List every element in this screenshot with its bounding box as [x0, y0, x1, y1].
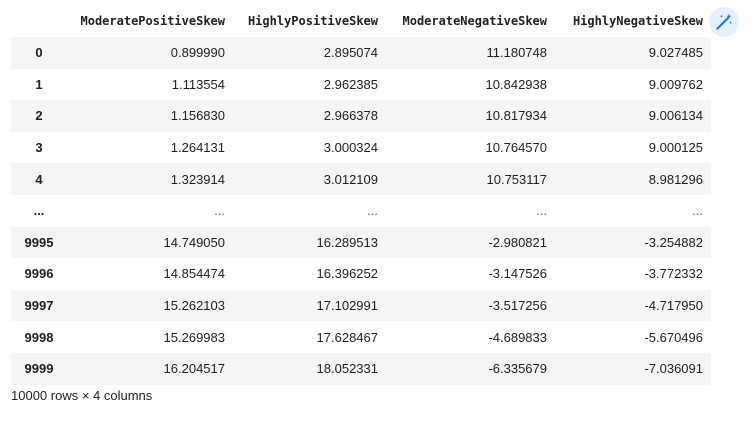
table-cell: -2.980821: [488, 234, 547, 250]
table-cell: 17.102991: [316, 298, 378, 314]
shape-summary: 10000 rows × 4 columns: [11, 388, 153, 403]
column-header: ModerateNegativeSkew: [402, 14, 548, 28]
table-cell: 16.289513: [316, 234, 378, 250]
table-row: 9996 14.854474 16.396252 -3.147526 -3.772332: [11, 258, 711, 290]
table-body: 0 0.899990 2.895074 11.180748 9.027485 1 1.113…: [11, 37, 711, 385]
row-index: 9995: [24, 234, 54, 250]
row-index: 1: [35, 76, 43, 92]
row-index: 0: [35, 45, 43, 61]
table-cell: ...: [214, 203, 225, 219]
table-cell: 18.052331: [316, 361, 378, 377]
table-cell: 8.981296: [648, 171, 703, 187]
table-cell: ...: [692, 203, 703, 219]
table-cell: 3.000324: [323, 140, 378, 156]
table-row: 9998 15.269983 17.628467 -4.689833 -5.670496: [11, 321, 711, 353]
row-index: 9997: [24, 298, 54, 314]
table-cell: 1.113554: [171, 76, 225, 92]
table-cell: -7.036091: [644, 361, 703, 377]
table-cell: -5.670496: [644, 329, 703, 345]
table-cell: 9.027485: [648, 45, 703, 61]
row-index: 4: [35, 171, 43, 187]
magic-wand-button[interactable]: [709, 7, 739, 37]
table-cell: 14.749050: [163, 234, 225, 250]
dataframe-output: ModeratePositiveSkew HighlyPositiveSkew …: [11, 5, 711, 385]
table-cell: 10.817934: [485, 108, 547, 124]
row-index: 9996: [24, 266, 54, 282]
table-cell: 0.899990: [170, 45, 225, 61]
table-row: 9999 16.204517 18.052331 -6.335679 -7.036091: [11, 352, 711, 385]
table-cell: -3.147526: [488, 266, 547, 282]
header-row: ModeratePositiveSkew HighlyPositiveSkew …: [11, 5, 711, 37]
row-index: 9999: [24, 361, 54, 377]
table-cell: 2.966378: [323, 108, 378, 124]
table-cell: 9.009762: [648, 76, 703, 92]
table-cell: -6.335679: [488, 361, 547, 377]
row-index: 3: [35, 140, 43, 156]
row-index: 9998: [24, 329, 54, 345]
table-row: 9997 15.262103 17.102991 -3.517256 -4.717950: [11, 289, 711, 322]
table-row: 3 1.264131 3.000324 10.764570 9.000125: [11, 131, 711, 164]
column-header: HighlyNegativeSkew: [572, 14, 703, 28]
row-index: ...: [33, 203, 45, 219]
table-cell: 17.628467: [316, 329, 378, 345]
table-cell: 9.000125: [648, 140, 703, 156]
table-row: 9995 14.749050 16.289513 -2.980821 -3.254882: [11, 226, 711, 259]
dataframe-table: ModeratePositiveSkew HighlyPositiveSkew …: [11, 5, 711, 385]
table-cell: 15.269983: [163, 329, 225, 345]
table-cell: ...: [367, 203, 378, 219]
table-cell: 1.156830: [170, 108, 225, 124]
table-row: 2 1.156830 2.966378 10.817934 9.006134: [11, 100, 711, 132]
table-cell: 9.006134: [648, 108, 703, 124]
ellipsis-row: ...............: [11, 194, 711, 227]
row-index: 2: [35, 108, 43, 124]
table-cell: -3.517256: [488, 298, 547, 314]
table-cell: 11.180748: [486, 45, 548, 61]
table-cell: 10.842938: [485, 76, 547, 92]
table-cell: 2.962385: [323, 76, 378, 92]
table-cell: ...: [536, 203, 547, 219]
magic-wand-icon: [716, 13, 733, 30]
table-cell: 10.753117: [486, 171, 548, 187]
table-cell: 2.895074: [323, 45, 378, 61]
table-cell: 16.204517: [163, 361, 225, 377]
table-cell: -4.717950: [644, 298, 703, 314]
table-cell: 10.764570: [485, 140, 547, 156]
index-header: [11, 5, 67, 37]
table-cell: -3.254882: [644, 234, 703, 250]
table-row: 1 1.113554 2.962385 10.842938 9.009762: [11, 68, 711, 101]
table-cell: 1.264131: [170, 140, 225, 156]
table-cell: 3.012109: [323, 171, 378, 187]
table-cell: -3.772332: [644, 266, 703, 282]
table-row: 4 1.323914 3.012109 10.753117 8.981296: [11, 163, 711, 195]
table-cell: 1.323914: [170, 171, 225, 187]
column-header: ModeratePositiveSkew: [80, 14, 226, 28]
table-cell: 16.396252: [316, 266, 378, 282]
table-row: 0 0.899990 2.895074 11.180748 9.027485: [11, 37, 711, 69]
table-cell: 15.262103: [163, 298, 225, 314]
table-cell: 14.854474: [163, 266, 225, 282]
table-cell: -4.689833: [488, 329, 547, 345]
column-header: HighlyPositiveSkew: [247, 14, 378, 28]
